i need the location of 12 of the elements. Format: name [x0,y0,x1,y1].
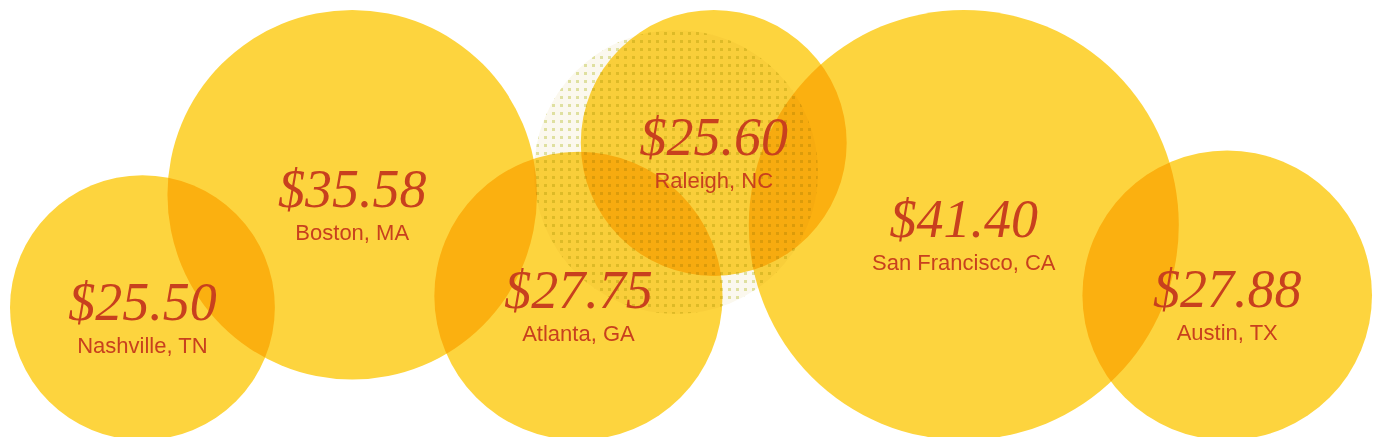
category-label: Raleigh, NC [654,167,774,193]
data-label: $27.88 [1152,259,1302,320]
data-label: $25.60 [639,106,788,167]
category-label: Boston, MA [295,219,410,245]
category-label: Atlanta, GA [522,320,635,346]
category-label: Nashville, TN [77,332,208,358]
data-label: $27.75 [504,259,653,320]
category-label: San Francisco, CA [872,250,1056,275]
data-label: $35.58 [277,158,427,219]
category-label: Austin, TX [1176,320,1279,346]
data-label: $41.40 [889,189,1039,249]
data-label: $25.50 [68,271,217,332]
